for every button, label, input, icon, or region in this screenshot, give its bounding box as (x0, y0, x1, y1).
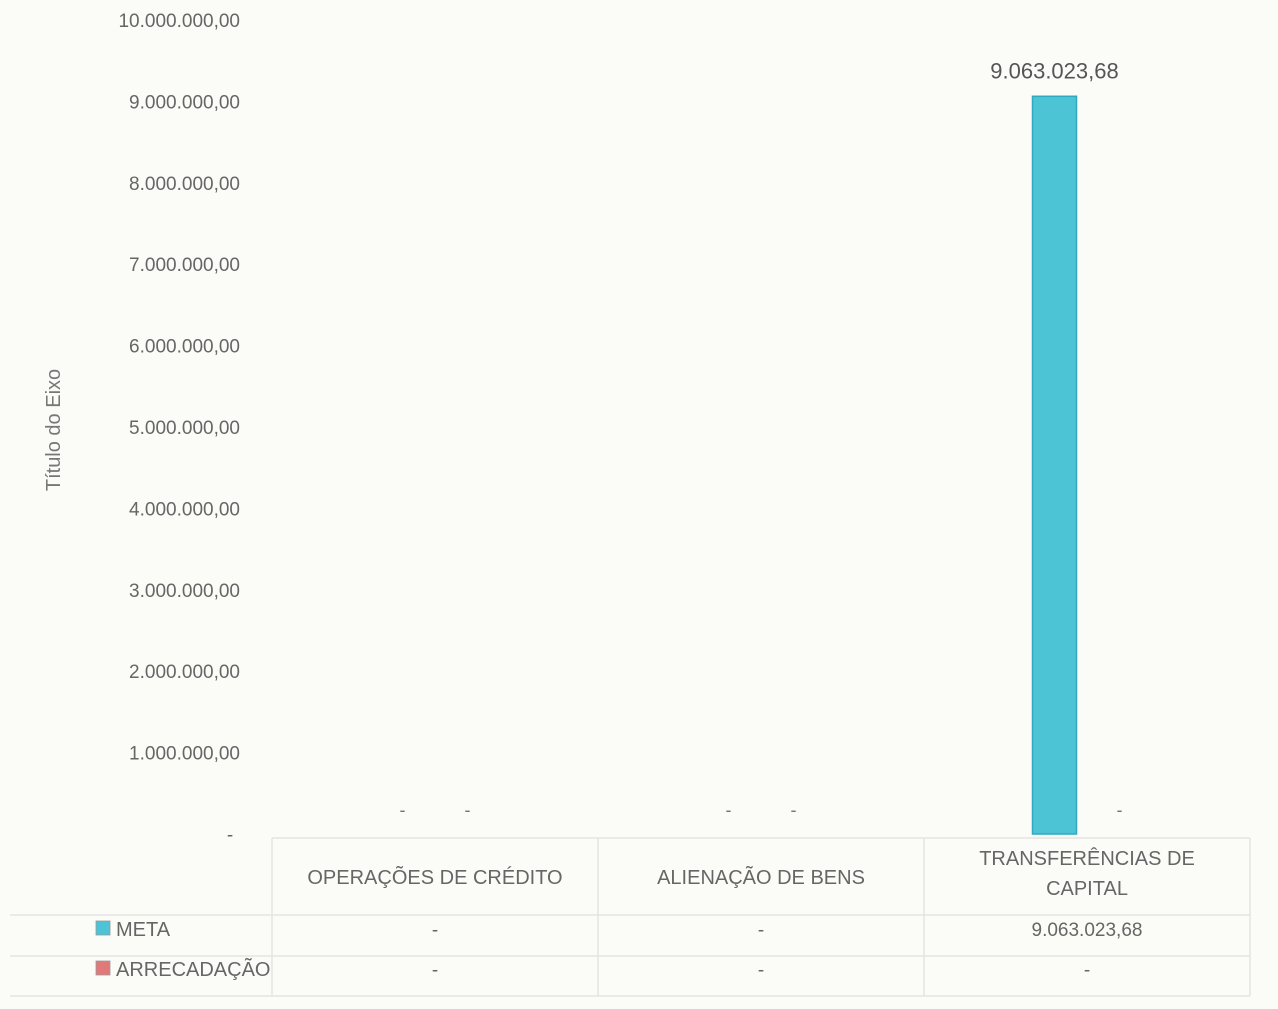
y-tick-label: 10.000.000,00 (118, 11, 240, 32)
legend-label: ARRECADAÇÃO (116, 957, 270, 981)
x-category-label: CAPITAL (1046, 878, 1128, 900)
y-tick-label: 7.000.000,00 (129, 255, 240, 276)
x-category-label: ALIENAÇÃO DE BENS (657, 865, 865, 889)
bar-value-label: 9.063.023,68 (990, 58, 1118, 83)
table-cell-value: - (1084, 960, 1090, 981)
bar-value-label: - (1117, 800, 1123, 820)
y-tick-label: 5.000.000,00 (129, 418, 240, 439)
bar-value-label: - (726, 800, 732, 820)
x-category-label: OPERAÇÕES DE CRÉDITO (307, 865, 562, 889)
y-tick-label: 9.000.000,00 (129, 92, 240, 113)
bar-value-label: - (465, 800, 471, 820)
bar-value-label: - (400, 800, 406, 820)
y-tick-label: 2.000.000,00 (129, 662, 240, 683)
y-tick-label: 8.000.000,00 (129, 174, 240, 195)
legend-swatch-arrecadação (95, 960, 111, 976)
y-tick-label: 3.000.000,00 (129, 581, 240, 602)
y-axis-title: Título do Eixo (43, 369, 65, 491)
legend-swatch-meta (95, 920, 111, 936)
table-cell-value: - (432, 920, 438, 941)
table-cell-value: - (432, 960, 438, 981)
y-tick-label: 4.000.000,00 (129, 499, 240, 520)
bar-meta (1031, 95, 1078, 835)
bar-value-label: - (791, 800, 797, 820)
legend-label: META (116, 919, 171, 941)
x-category-label: TRANSFERÊNCIAS DE (979, 847, 1195, 870)
y-tick-label: 1.000.000,00 (129, 744, 240, 765)
y-tick-label: - (227, 825, 233, 846)
table-cell-value: - (758, 960, 764, 981)
table-cell-value: - (758, 920, 764, 941)
y-tick-label: 6.000.000,00 (129, 337, 240, 358)
table-cell-value: 9.063.023,68 (1032, 920, 1143, 941)
